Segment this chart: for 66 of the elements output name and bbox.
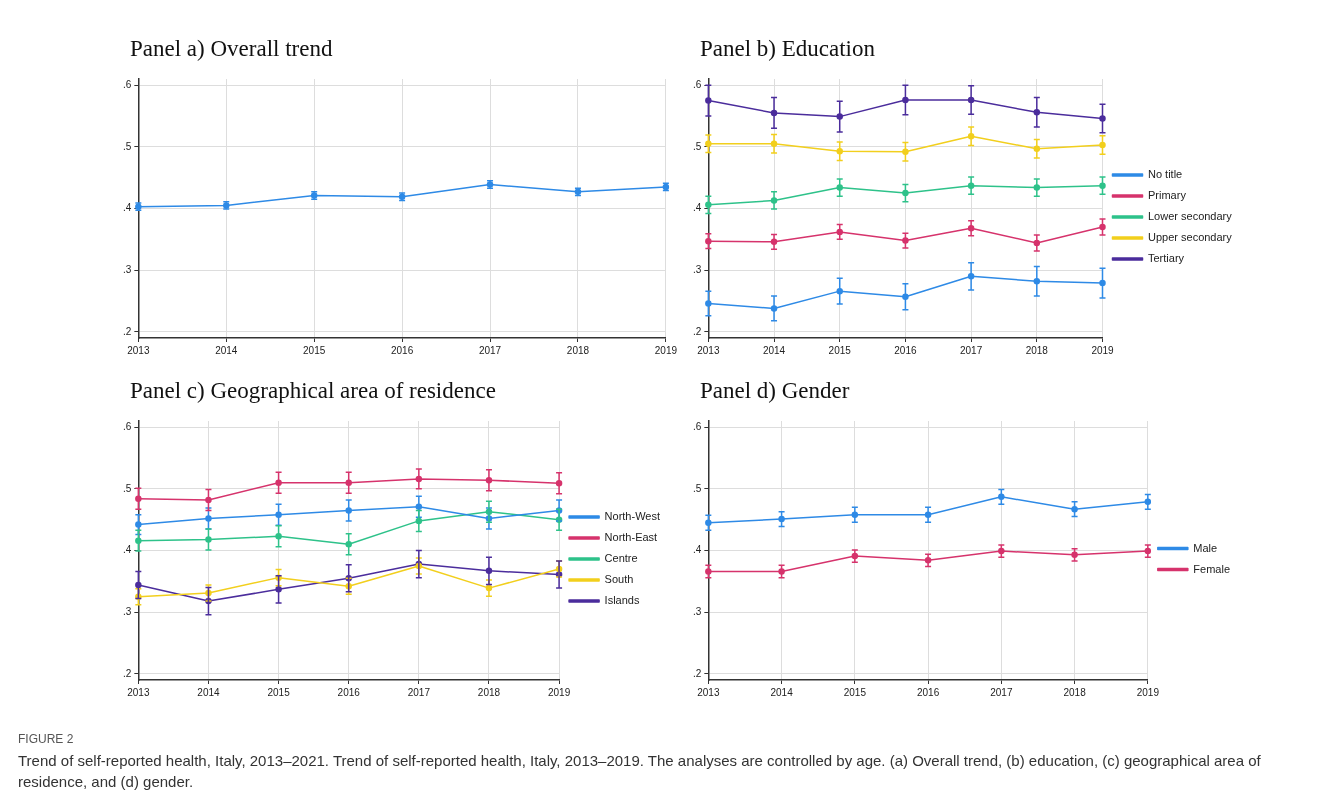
x-tick-label: 2014 xyxy=(197,686,221,698)
y-tick-label: .2 xyxy=(693,667,702,679)
x-tick-label: 2016 xyxy=(337,686,361,698)
x-tick-label: 2019 xyxy=(654,344,678,356)
x-tick-label: 2013 xyxy=(697,344,720,356)
legend-label: South xyxy=(604,573,634,586)
chart-title: Panel c) Geographical area of residence xyxy=(130,378,497,405)
caption: FIGURE 2 xyxy=(18,732,75,746)
y-tick-label: .3 xyxy=(693,605,702,617)
y-tick-label: .4 xyxy=(693,202,702,214)
legend-label: Female xyxy=(1193,562,1231,575)
y-tick-label: .4 xyxy=(693,544,702,556)
x-tick-label: 2017 xyxy=(959,344,983,356)
x-tick-label: 2014 xyxy=(215,344,238,356)
x-tick-label: 2014 xyxy=(762,344,786,356)
x-tick-label: 2013 xyxy=(127,344,150,356)
x-tick-label: 2018 xyxy=(566,344,590,356)
y-tick-label: .6 xyxy=(693,420,702,432)
legend-label: North-West xyxy=(604,510,660,523)
x-tick-label: 2016 xyxy=(390,344,414,356)
x-tick-label: 2013 xyxy=(127,686,150,698)
y-tick-label: .6 xyxy=(123,78,132,90)
y-tick-label: .5 xyxy=(123,140,132,152)
x-tick-label: 2017 xyxy=(478,344,502,356)
legend-label: Upper secondary xyxy=(1148,231,1233,244)
x-tick-label: 2017 xyxy=(407,686,431,698)
chart-title: Panel d) Gender xyxy=(700,378,851,405)
x-tick-label: 2014 xyxy=(770,686,794,698)
x-tick-label: 2015 xyxy=(828,344,852,356)
text: Trend of self-reported health, Italy, 2013–2021. Trend of self-reported health, Italy, 2013–2019. The analyses are controlled by age. (a) Overall trend, (b) education, (c) geographical area of residence, and (d) gender. xyxy=(18,751,1262,792)
x-tick-label: 2019 xyxy=(1091,344,1115,356)
legend-label: Male xyxy=(1193,541,1218,554)
x-tick-label: 2019 xyxy=(1136,686,1160,698)
legend-label: North-East xyxy=(604,531,658,544)
legend-label: Centre xyxy=(604,552,638,565)
y-tick-label: .3 xyxy=(693,263,702,275)
legend-label: Primary xyxy=(1148,189,1187,202)
x-tick-label: 2018 xyxy=(477,686,501,698)
y-tick-label: .5 xyxy=(693,140,702,152)
y-tick-label: .4 xyxy=(123,202,132,214)
y-tick-label: .6 xyxy=(123,420,132,432)
x-tick-label: 2015 xyxy=(303,344,326,356)
x-tick-label: 2018 xyxy=(1025,344,1049,356)
chart-title: Panel b) Education xyxy=(700,36,876,63)
y-tick-label: .3 xyxy=(123,263,132,275)
legend-label: Islands xyxy=(604,594,640,607)
y-tick-label: .5 xyxy=(693,482,702,494)
x-tick-label: 2015 xyxy=(843,686,867,698)
x-tick-label: 2016 xyxy=(916,686,940,698)
legend-label: No title xyxy=(1148,168,1183,181)
x-tick-label: 2015 xyxy=(267,686,291,698)
x-tick-label: 2017 xyxy=(990,686,1013,698)
y-tick-label: .2 xyxy=(693,325,702,337)
y-tick-label: .3 xyxy=(123,605,132,617)
chart-title: Panel a) Overall trend xyxy=(130,36,334,63)
x-tick-label: 2013 xyxy=(697,686,720,698)
y-tick-label: .2 xyxy=(123,325,132,337)
y-tick-label: .4 xyxy=(123,544,132,556)
y-tick-label: .6 xyxy=(693,78,702,90)
legend-label: Tertiary xyxy=(1148,252,1185,265)
y-tick-label: .5 xyxy=(123,482,132,494)
x-tick-label: 2019 xyxy=(547,686,571,698)
x-tick-label: 2018 xyxy=(1063,686,1087,698)
x-tick-label: 2016 xyxy=(894,344,917,356)
legend-label: Lower secondary xyxy=(1148,210,1233,223)
y-tick-label: .2 xyxy=(123,667,132,679)
